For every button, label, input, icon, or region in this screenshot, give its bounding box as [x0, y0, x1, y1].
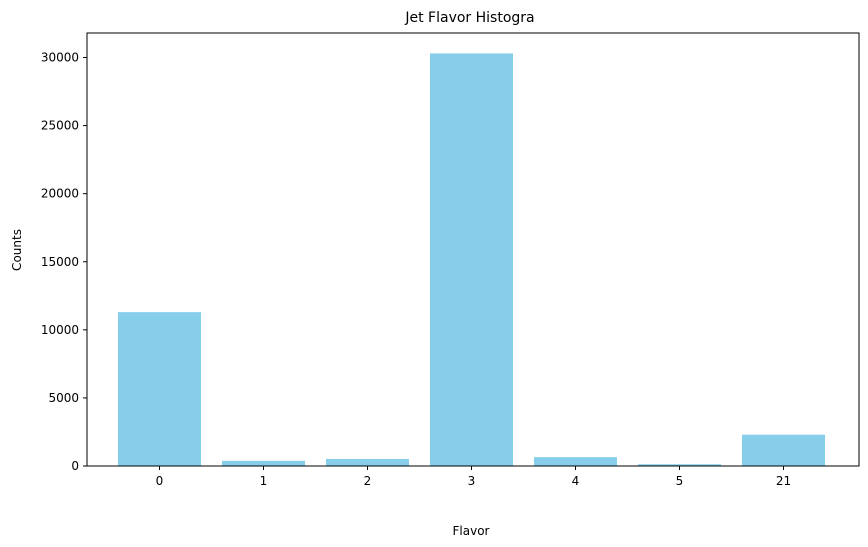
bar-5 — [638, 464, 721, 466]
chart-title: Jet Flavor Histogra — [404, 10, 534, 26]
y-tick-label: 15000 — [41, 255, 79, 269]
x-tick-label: 4 — [572, 474, 580, 488]
bar-3 — [430, 53, 513, 466]
x-tick-label: 5 — [676, 474, 684, 488]
bar-0 — [118, 312, 201, 466]
plot-frame — [86, 32, 860, 467]
x-axis-ticks: 0 1 2 3 4 5 21 — [156, 466, 791, 488]
bar-4 — [534, 457, 617, 466]
y-axis-ticks: 0 5000 10000 15000 20000 25000 30000 — [41, 51, 87, 473]
y-tick-label: 5000 — [48, 391, 79, 405]
x-tick-label: 3 — [468, 474, 476, 488]
bar-2 — [326, 458, 409, 466]
bars-group — [118, 53, 825, 466]
x-tick-label: 2 — [364, 474, 372, 488]
x-tick-label: 21 — [776, 474, 791, 488]
x-tick-label: 1 — [260, 474, 268, 488]
y-tick-label: 30000 — [41, 51, 79, 65]
y-tick-label: 20000 — [41, 187, 79, 201]
y-tick-label: 0 — [71, 459, 79, 473]
y-axis-label: Counts — [10, 229, 24, 271]
x-tick-label: 0 — [156, 474, 164, 488]
bar-1 — [222, 460, 305, 466]
x-axis-label: Flavor — [453, 524, 490, 538]
y-tick-label: 10000 — [41, 323, 79, 337]
y-tick-label: 25000 — [41, 119, 79, 133]
bar-21 — [742, 434, 825, 466]
